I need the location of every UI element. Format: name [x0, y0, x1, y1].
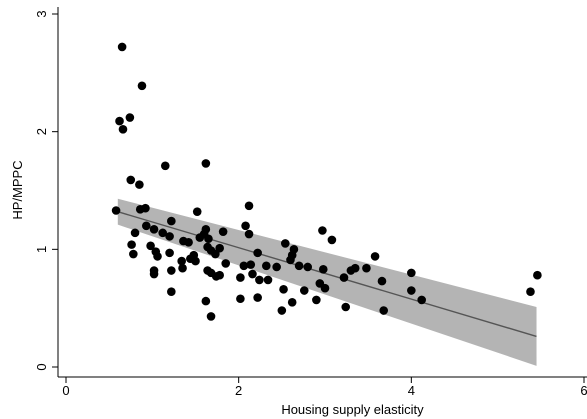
data-point-13 — [244, 201, 254, 211]
data-point-35 — [280, 239, 290, 248]
data-point-66 — [248, 269, 257, 279]
data-point-53 — [272, 262, 281, 272]
y-axis-label: HP/MPPC — [10, 160, 25, 219]
data-point-43 — [253, 248, 262, 258]
data-point-27 — [318, 226, 327, 235]
data-point-84 — [236, 294, 245, 304]
data-point-86 — [201, 296, 211, 306]
data-point-89 — [379, 306, 389, 315]
data-point-52 — [261, 261, 271, 271]
data-point-58 — [167, 266, 176, 275]
y-ticks: 0 1 2 3 — [34, 10, 58, 371]
data-point-25 — [218, 227, 228, 236]
data-point-74 — [339, 273, 349, 282]
data-point-50 — [239, 261, 249, 271]
data-point-73 — [370, 252, 380, 261]
data-point-12 — [192, 207, 202, 216]
data-point-32 — [184, 237, 193, 247]
confidence-band — [117, 198, 537, 366]
x-ticks: 0 2 4 6 — [62, 377, 587, 398]
data-point-6 — [160, 161, 170, 171]
data-point-42 — [211, 249, 220, 259]
data-point-20 — [130, 228, 140, 238]
data-point-48 — [191, 256, 200, 266]
data-point-8 — [135, 180, 144, 189]
data-point-49 — [221, 259, 231, 268]
data-point-30 — [146, 241, 155, 251]
data-point-87 — [277, 306, 287, 315]
x-tick-label-2: 4 — [408, 383, 415, 398]
data-point-34 — [215, 243, 224, 253]
x-tick-label-1: 2 — [235, 383, 242, 398]
data-point-82 — [287, 297, 297, 307]
data-point-71 — [350, 263, 360, 273]
data-point-39 — [165, 248, 174, 258]
data-point-79 — [299, 286, 309, 295]
data-point-28 — [327, 235, 337, 245]
data-point-93 — [526, 287, 535, 296]
data-points — [111, 42, 542, 321]
data-point-51 — [246, 260, 256, 269]
y-tick-label-2: 2 — [34, 128, 49, 135]
data-point-55 — [294, 261, 304, 271]
data-point-54 — [286, 255, 295, 265]
data-point-56 — [303, 262, 313, 272]
data-point-91 — [407, 286, 416, 295]
data-point-4 — [118, 125, 128, 134]
axes — [57, 7, 587, 378]
data-point-47 — [177, 256, 186, 266]
data-point-92 — [417, 295, 426, 305]
y-tick-label-3: 3 — [34, 10, 49, 17]
data-point-57 — [178, 263, 187, 273]
data-point-22 — [165, 232, 174, 241]
data-point-90 — [206, 312, 216, 321]
x-tick-label-3: 6 — [580, 383, 587, 398]
data-point-65 — [236, 273, 245, 282]
data-point-88 — [341, 302, 351, 312]
y-tick-label-1: 1 — [34, 246, 49, 253]
data-point-5 — [201, 159, 211, 168]
data-point-78 — [320, 283, 330, 293]
fit-line-layer — [117, 211, 537, 338]
data-point-83 — [312, 295, 321, 305]
data-point-75 — [377, 276, 387, 286]
data-point-14 — [167, 216, 176, 226]
data-point-2 — [125, 113, 135, 122]
data-point-3 — [115, 116, 124, 126]
data-point-29 — [127, 240, 136, 249]
data-point-68 — [263, 275, 273, 285]
data-point-45 — [153, 252, 162, 261]
data-point-0 — [117, 42, 127, 52]
data-point-80 — [279, 285, 288, 294]
data-point-1 — [137, 81, 147, 91]
data-point-60 — [149, 269, 159, 279]
ci-band-layer — [117, 198, 537, 366]
data-point-9 — [111, 206, 121, 215]
data-point-85 — [253, 293, 262, 302]
data-point-76 — [407, 268, 416, 278]
data-point-67 — [255, 275, 264, 285]
data-point-16 — [149, 225, 159, 234]
x-axis-label: Housing supply elasticity — [281, 402, 424, 417]
data-point-11 — [141, 203, 150, 213]
data-point-64 — [211, 272, 221, 281]
data-point-26 — [199, 229, 209, 239]
data-point-37 — [129, 249, 138, 259]
data-point-72 — [362, 263, 371, 273]
data-point-19 — [244, 229, 254, 239]
data-point-18 — [241, 221, 250, 231]
y-tick-label-0: 0 — [34, 363, 49, 370]
x-tick-label-0: 0 — [62, 383, 69, 398]
data-point-69 — [318, 265, 328, 274]
data-point-7 — [126, 175, 136, 185]
data-point-15 — [141, 221, 151, 231]
data-point-81 — [167, 287, 176, 296]
fitted-line — [117, 211, 537, 338]
data-point-94 — [533, 270, 542, 280]
data-point-21 — [158, 228, 167, 238]
